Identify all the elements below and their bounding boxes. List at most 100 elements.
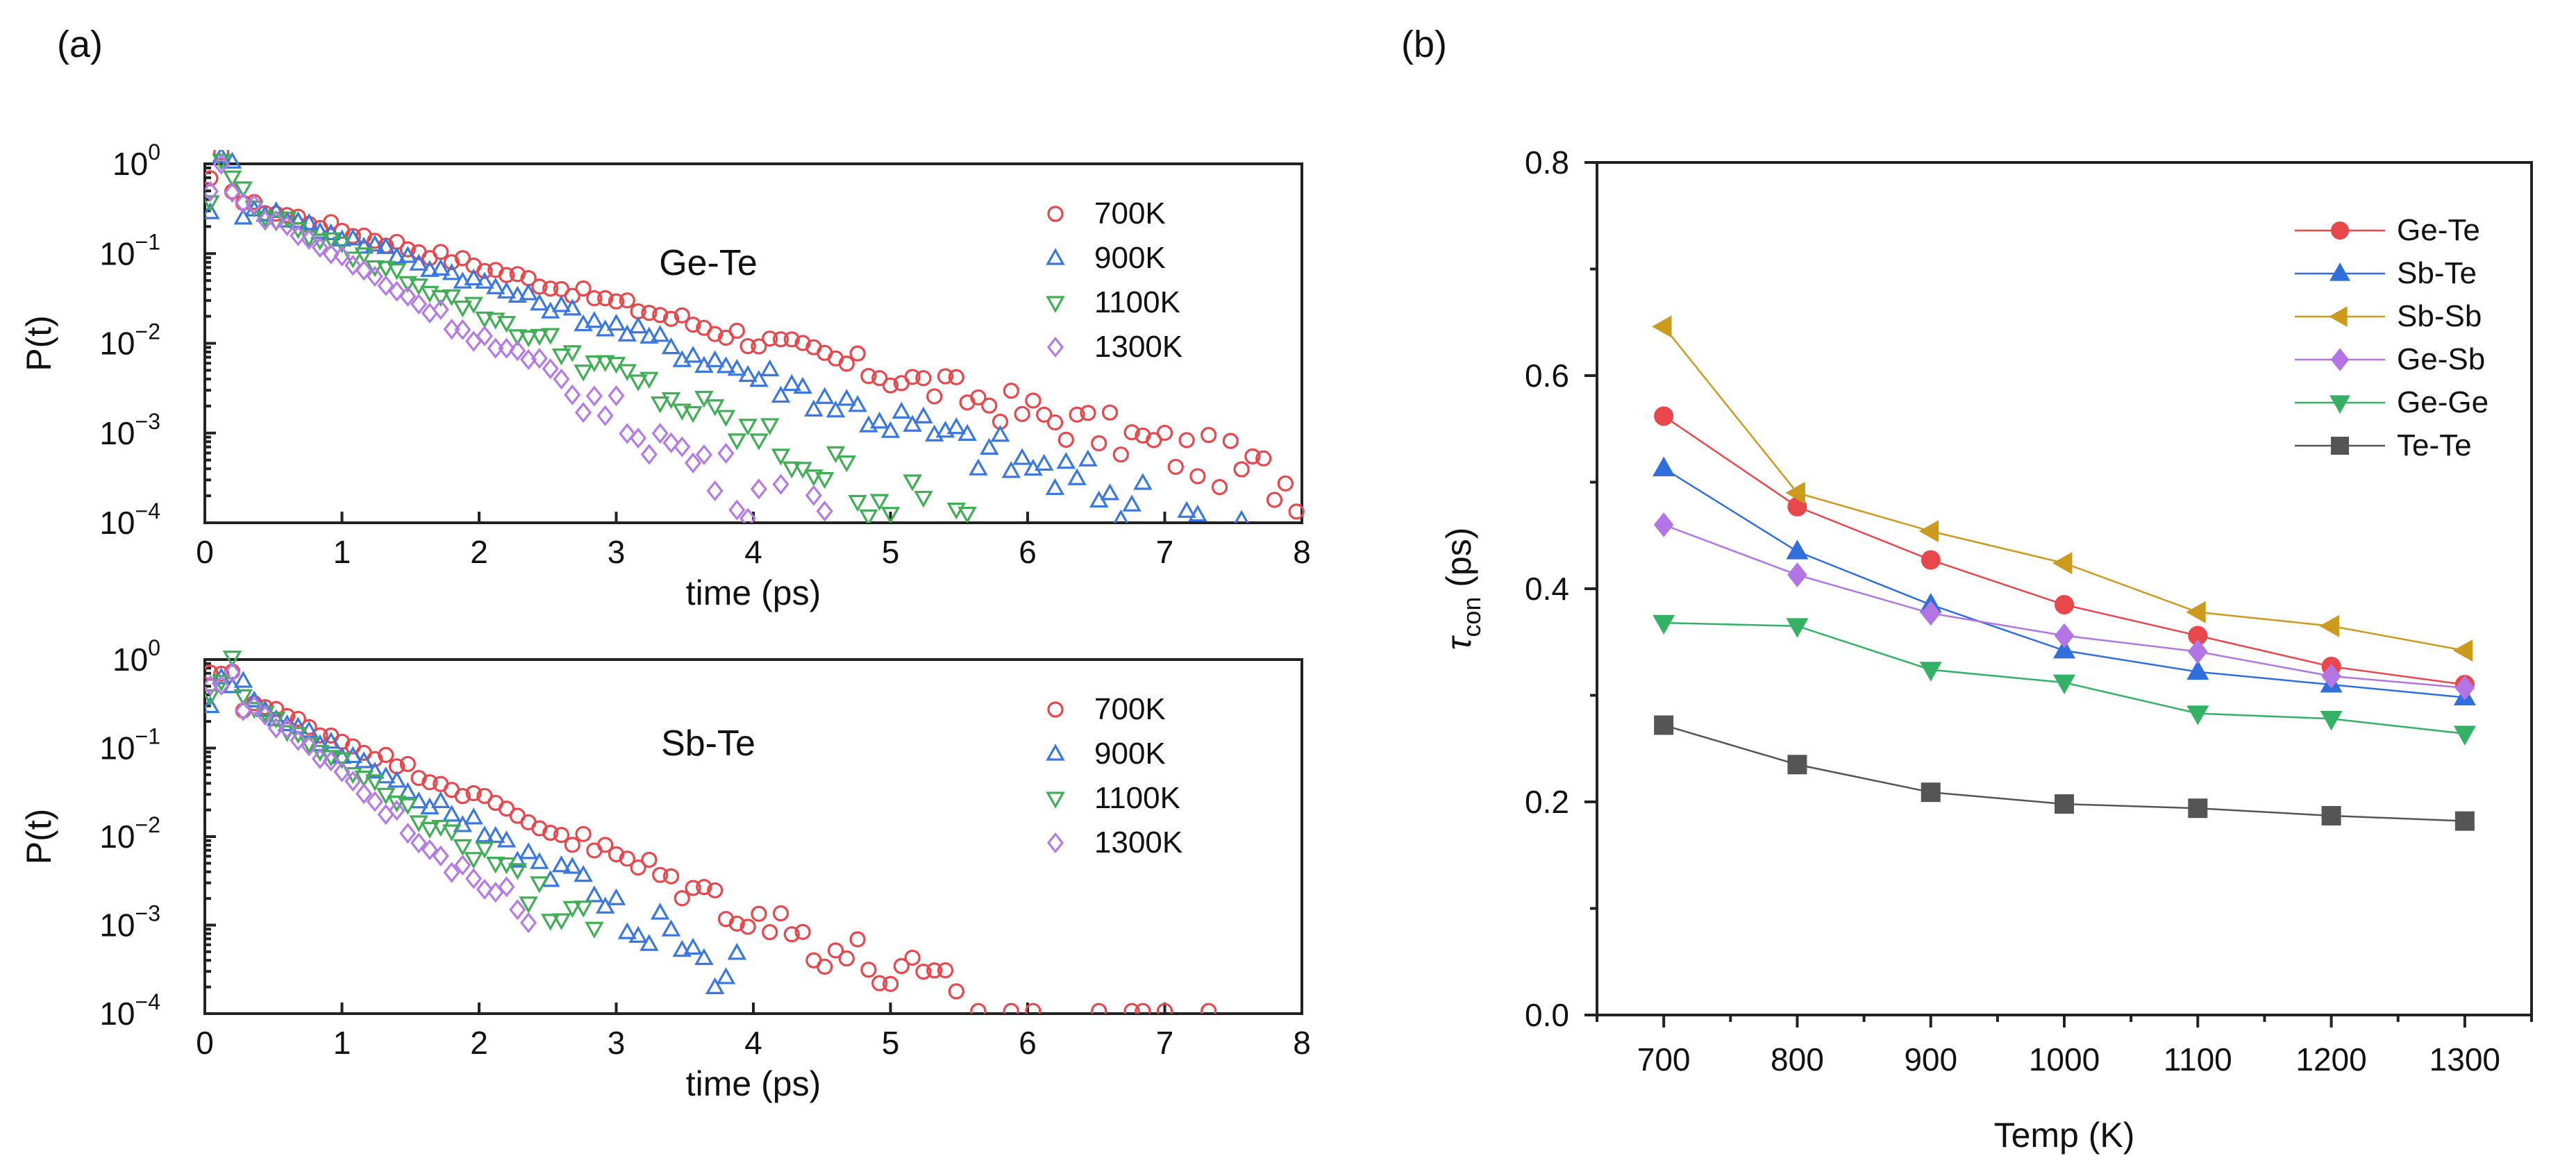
data-point-1300K <box>805 485 822 506</box>
data-point-700K <box>278 707 296 724</box>
data-point-700K <box>728 322 745 339</box>
data-point-900K <box>628 925 648 943</box>
data-point-700K <box>762 924 778 941</box>
x-tick-label: 900 <box>1904 1041 1957 1077</box>
data-point-900K <box>398 782 418 799</box>
data-point-900K <box>595 896 615 914</box>
legend-marker-Ge-Sb <box>2330 348 2350 371</box>
x-tick-label: 8 <box>1293 1025 1311 1061</box>
data-point-700K <box>1222 433 1239 449</box>
y-axis-label: τcon (ps) <box>1439 528 1486 651</box>
data-point-900K <box>551 295 571 312</box>
data-point-700K <box>1167 458 1184 476</box>
y-tick-label: 0.2 <box>1525 784 1569 820</box>
y-tick-exponent: −2 <box>135 812 160 837</box>
data-point-1300K <box>278 718 296 739</box>
data-point-1100K <box>683 405 703 424</box>
y-tick-exponent: 0 <box>148 635 160 660</box>
data-point-1300K <box>366 266 383 287</box>
data-point-700K <box>849 931 866 948</box>
data-point-700K <box>1277 475 1294 492</box>
data-point-900K <box>475 271 494 289</box>
data-point-700K <box>937 368 954 385</box>
y-tick-base: 10 <box>112 641 148 678</box>
data-point-900K <box>574 314 593 332</box>
data-point-700K <box>630 859 646 876</box>
data-point-1100K <box>914 490 933 508</box>
data-point-700K <box>323 214 340 230</box>
data-point-1300K <box>322 750 340 772</box>
data-point-700K <box>794 923 811 940</box>
data-point-1300K <box>399 823 417 844</box>
data-point-700K <box>707 882 724 899</box>
data-point-900K <box>661 337 681 355</box>
series-Ge-Ge <box>1653 614 2476 746</box>
y-tick-exponent: −4 <box>135 498 160 523</box>
series-Ge-Sb <box>1653 512 2475 701</box>
y-tick-label: 10−3 <box>99 409 160 451</box>
data-point-700K <box>1135 1003 1151 1014</box>
data-point-700K <box>542 280 559 297</box>
data-point-900K <box>475 825 494 843</box>
data-point-1300K <box>432 299 449 320</box>
data-point-900K <box>562 857 583 874</box>
y-tick-exponent: 0 <box>148 140 160 165</box>
data-point-1300K <box>476 325 493 346</box>
data-point-900K <box>1034 453 1054 471</box>
data-point-900K <box>869 411 889 429</box>
data-point-700K <box>904 949 921 966</box>
data-point-1100K <box>639 371 659 389</box>
x-tick-label: 1 <box>333 1025 351 1061</box>
data-point-700K <box>893 957 910 975</box>
data-point-1300K <box>410 832 428 854</box>
data-point-Sb-Te <box>1786 539 1809 560</box>
data-point-700K <box>1178 432 1195 448</box>
data-point-Ge-Te <box>2055 595 2074 615</box>
data-point-700K <box>1156 424 1173 442</box>
data-point-900K <box>848 395 867 412</box>
legend-label-1100K: 1100K <box>1094 781 1180 815</box>
data-point-1100K <box>475 311 494 329</box>
data-point-1100K <box>705 399 725 417</box>
data-point-700K <box>926 388 943 405</box>
data-point-900K <box>749 369 769 387</box>
data-point-1300K <box>290 225 307 246</box>
data-point-900K <box>442 263 462 280</box>
data-point-700K <box>399 241 416 258</box>
data-point-1300K <box>301 228 318 250</box>
x-tick-label: 1 <box>333 534 351 570</box>
data-point-1300K <box>596 405 614 426</box>
data-point-1100K <box>585 355 604 373</box>
data-point-700K <box>1201 426 1217 444</box>
data-point-1100K <box>650 396 670 414</box>
data-point-700K <box>1101 404 1119 421</box>
data-point-700K <box>772 905 789 922</box>
data-point-700K <box>652 307 669 324</box>
data-point-900K <box>914 406 933 424</box>
y-axis-label-unit: (ps) <box>1439 528 1478 597</box>
legend-marker-Ge-Ge <box>2330 395 2350 414</box>
y-tick-label: 0.8 <box>1525 144 1569 181</box>
data-point-1100K <box>365 774 385 791</box>
data-point-1300K <box>706 480 724 502</box>
data-point-1100K <box>485 857 505 874</box>
data-point-900K <box>639 934 659 951</box>
data-point-900K <box>683 937 703 955</box>
data-point-1300K <box>432 845 449 866</box>
data-point-1100K <box>551 913 571 930</box>
data-point-700K <box>817 958 833 975</box>
data-point-1300K <box>356 260 373 281</box>
data-point-900K <box>365 235 385 252</box>
data-point-1100K <box>332 236 352 253</box>
data-point-900K <box>1133 473 1153 490</box>
data-point-700K <box>827 942 844 959</box>
data-point-1300K <box>530 348 548 369</box>
series-line-Sb-Te <box>1663 467 2465 698</box>
data-point-1300K <box>476 878 493 900</box>
data-point-900K <box>496 281 517 299</box>
panel-label-b: (b) <box>1401 24 1447 65</box>
data-point-1100K <box>310 233 330 251</box>
data-point-900K <box>782 374 802 392</box>
y-tick-base: 10 <box>99 505 135 541</box>
data-point-Ge-Ge <box>1786 618 1809 638</box>
